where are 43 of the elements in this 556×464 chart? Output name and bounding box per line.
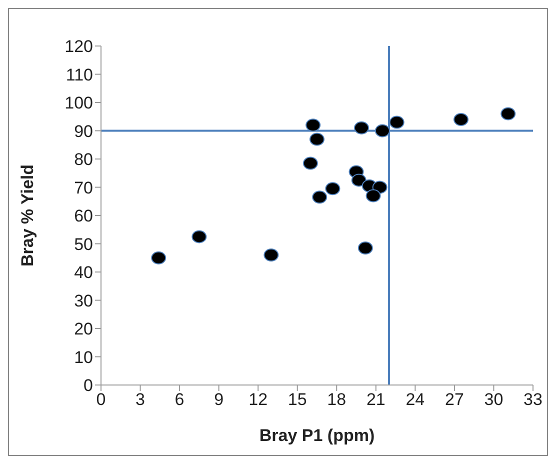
y-tick-label: 70 [74, 178, 93, 198]
x-tick-label: 0 [96, 390, 106, 410]
point [358, 241, 373, 254]
x-tick-label: 30 [484, 390, 504, 410]
x-axis-title: Bray P1 (ppm) [259, 426, 375, 445]
y-tick-label: 80 [74, 150, 93, 170]
y-tick-label: 20 [74, 320, 93, 339]
y-tick-label: 100 [64, 94, 93, 113]
y-tick-label: 10 [74, 348, 93, 367]
point [366, 189, 381, 202]
y-tick-label: 0 [84, 376, 93, 396]
x-tick-label: 18 [327, 390, 346, 410]
x-tick-label: 3 [136, 390, 146, 410]
point [389, 116, 404, 129]
point [351, 174, 366, 187]
point [306, 118, 321, 132]
point [312, 190, 328, 204]
x-tick-label: 24 [406, 390, 425, 410]
x-tick-label: 27 [444, 390, 464, 410]
y-axis-title: Bray % Yield [18, 164, 38, 267]
y-tick-label: 120 [64, 37, 93, 56]
y-tick-label: 50 [74, 234, 93, 254]
y-tick-label: 110 [66, 65, 93, 84]
y-tick-label: 30 [74, 291, 93, 310]
y-tick-label: 40 [74, 263, 93, 282]
x-tick-label: 12 [248, 390, 268, 410]
point [500, 107, 516, 120]
x-tick-label: 21 [366, 390, 386, 410]
point [310, 132, 324, 146]
x-tick-label: 6 [174, 390, 184, 410]
point [454, 112, 468, 126]
x-tick-label: 15 [288, 390, 307, 410]
x-tick-label: 9 [214, 390, 224, 410]
point [302, 156, 318, 170]
y-tick-label: 90 [74, 122, 93, 141]
point [354, 121, 370, 134]
point [264, 248, 279, 262]
point [151, 251, 166, 264]
point [374, 124, 390, 138]
point [192, 230, 207, 244]
point [325, 182, 340, 196]
y-tick-label: 60 [74, 206, 93, 226]
x-tick-label: 33 [524, 390, 542, 410]
